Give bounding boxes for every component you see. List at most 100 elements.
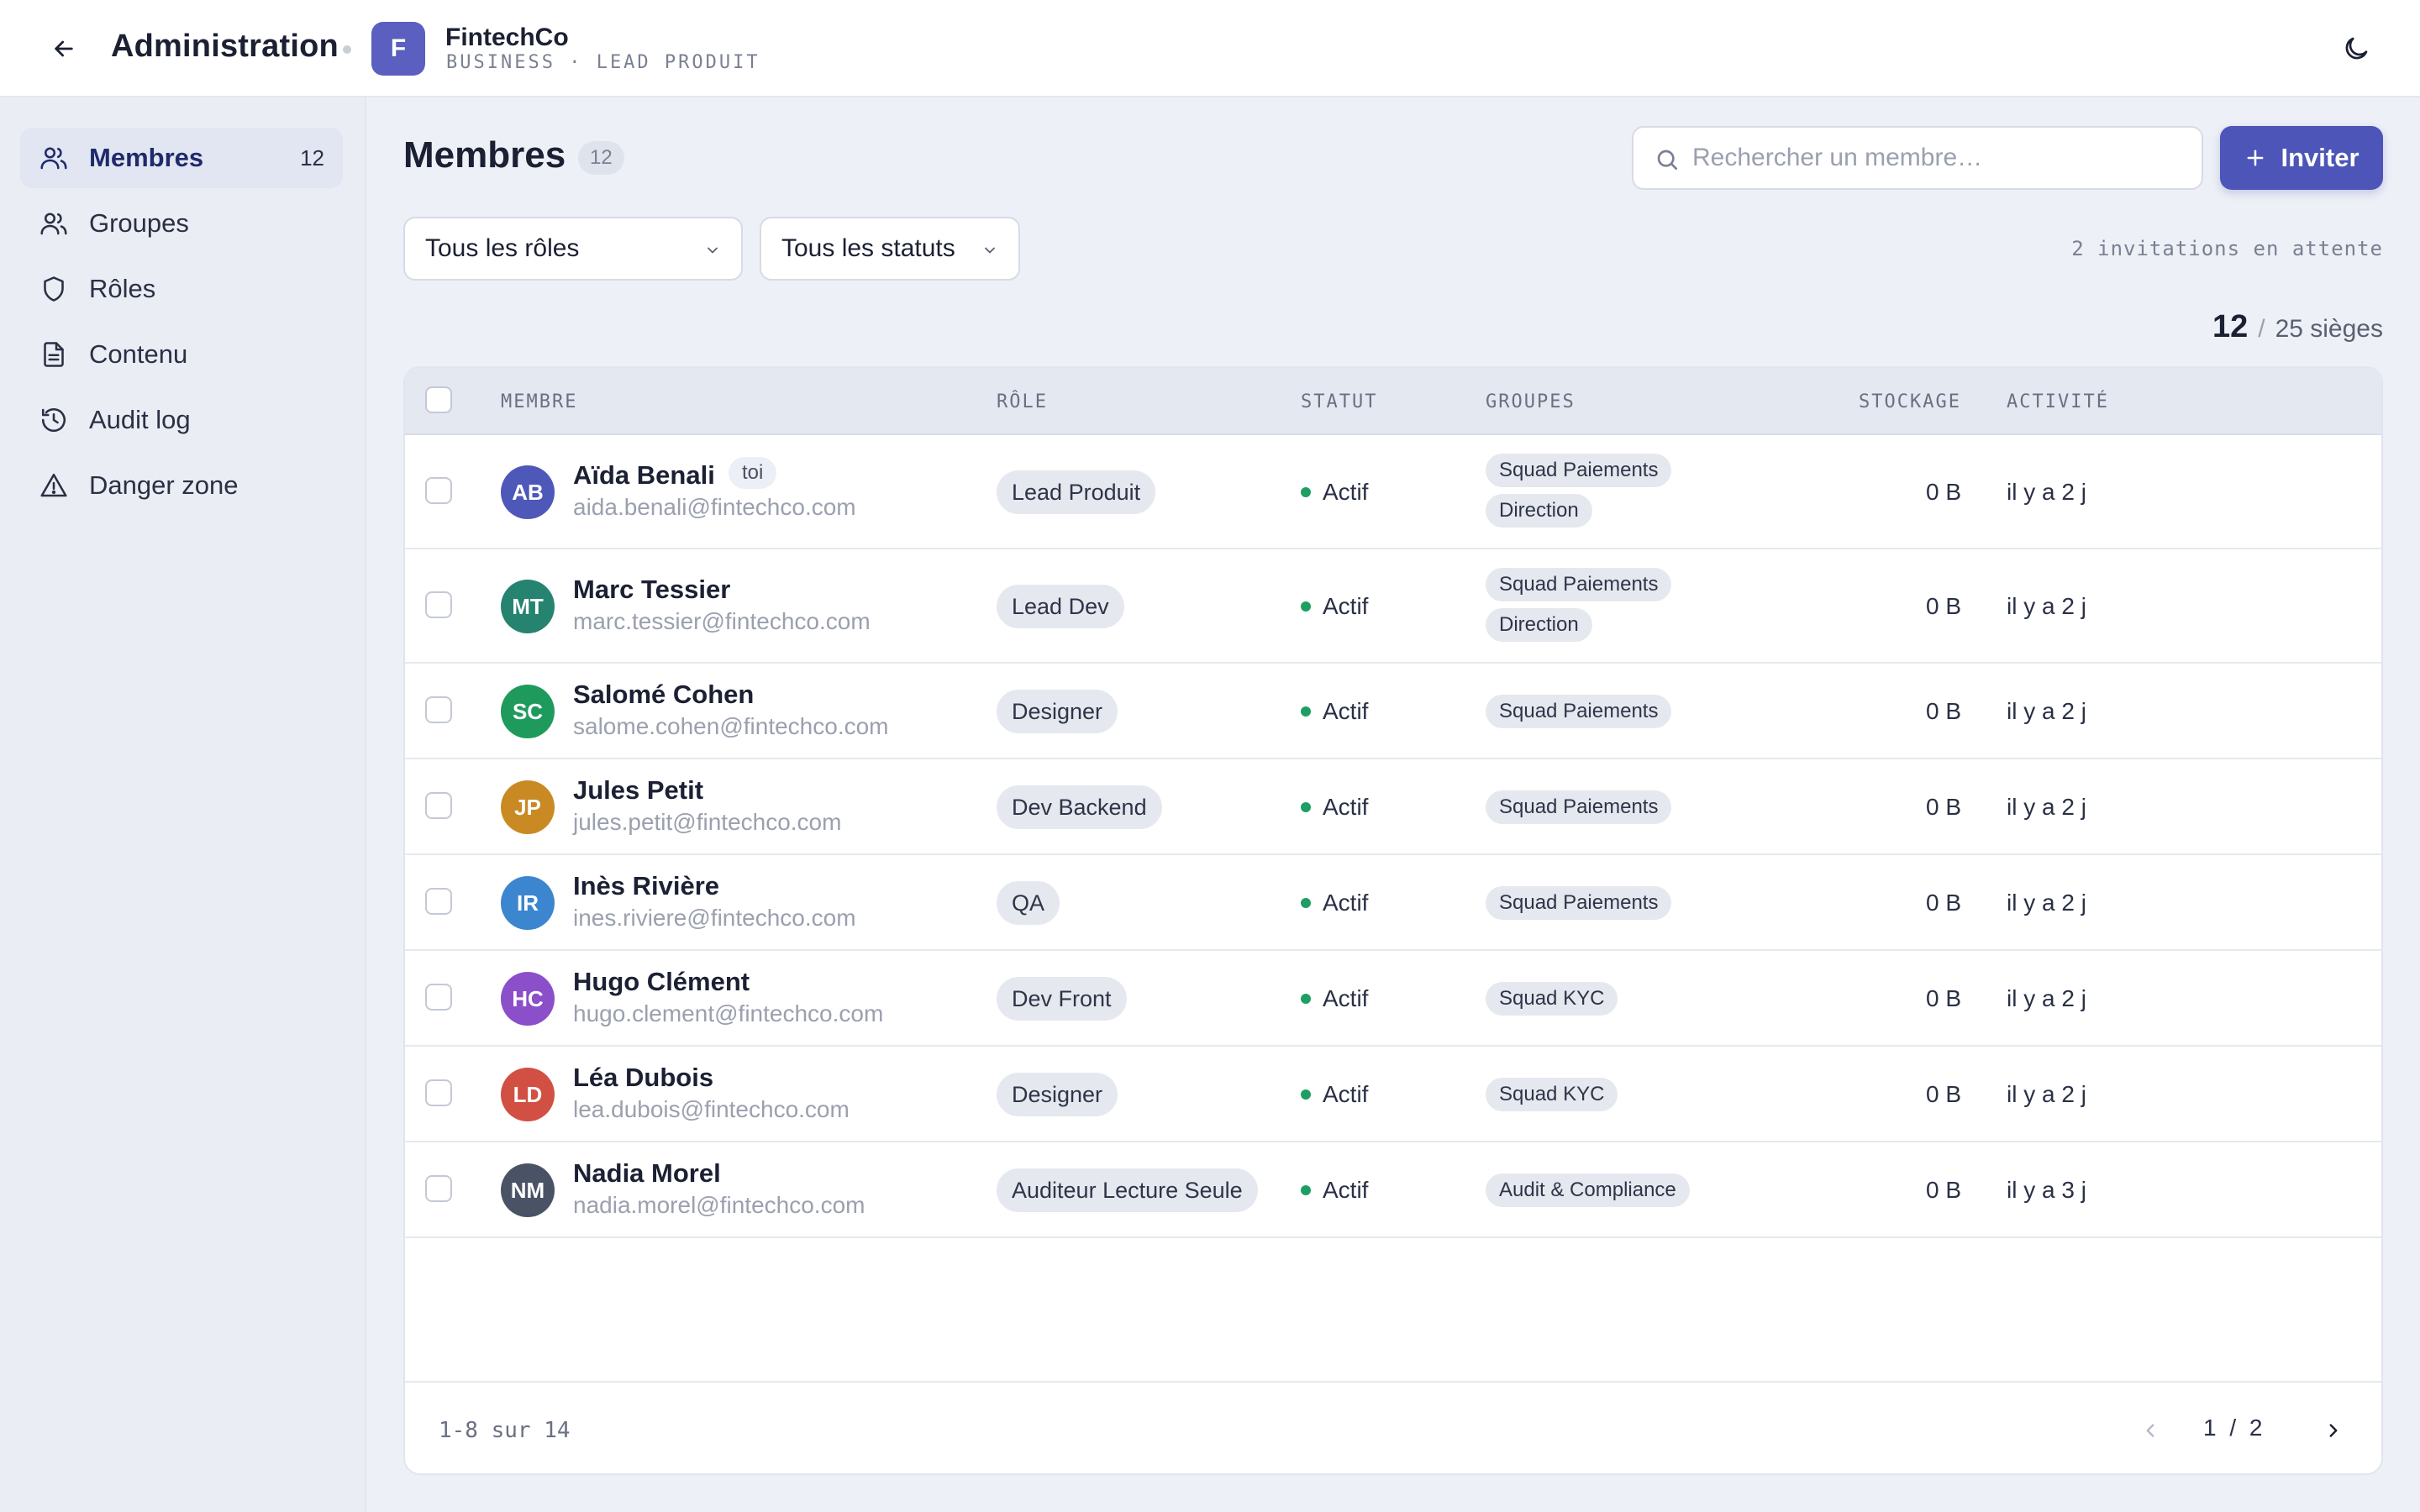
sidebar-item-roles[interactable]: Rôles xyxy=(20,259,343,319)
row-checkbox[interactable] xyxy=(425,696,452,723)
sidebar-item-label: Danger zone xyxy=(89,470,239,500)
members-count-badge: 12 xyxy=(578,141,624,175)
member-email: ines.riviere@fintechco.com xyxy=(573,905,856,931)
status-dot xyxy=(1301,1185,1311,1195)
status-badge: Actif xyxy=(1301,890,1368,916)
group-badge: Squad Paiements xyxy=(1486,568,1672,601)
group-badge: Audit & Compliance xyxy=(1486,1173,1690,1207)
member-name: Hugo Clément xyxy=(573,967,750,996)
status-filter-select[interactable]: Tous les statuts xyxy=(760,217,1020,281)
role-filter-select[interactable]: Tous les rôles xyxy=(403,217,743,281)
avatar: HC xyxy=(501,972,555,1026)
seats-used: 12 xyxy=(2212,309,2249,344)
members-table: MEMBRE RÔLE STATUT GROUPES STOCKAGE ACTI… xyxy=(403,366,2383,1475)
avatar: JP xyxy=(501,780,555,834)
sidebar-item-label: Contenu xyxy=(89,339,188,369)
status-dot xyxy=(1301,898,1311,908)
role-badge: Auditeur Lecture Seule xyxy=(997,1168,1258,1212)
column-header-statut[interactable]: STATUT xyxy=(1301,391,1378,412)
column-header-groupes[interactable]: GROUPES xyxy=(1486,391,1576,412)
row-checkbox[interactable] xyxy=(425,888,452,915)
status-dot xyxy=(1301,601,1311,612)
status-badge: Actif xyxy=(1301,985,1368,1012)
group-badge: Squad Paiements xyxy=(1486,454,1672,487)
status-badge: Actif xyxy=(1301,1081,1368,1108)
row-checkbox[interactable] xyxy=(425,1175,452,1202)
column-header-membre[interactable]: MEMBRE xyxy=(501,391,578,412)
member-email: lea.dubois@fintechco.com xyxy=(573,1096,850,1122)
group-badge: Squad KYC xyxy=(1486,1078,1618,1111)
column-header-activite[interactable]: ACTIVITÉ xyxy=(2007,391,2109,412)
org-name: FintechCo xyxy=(445,24,569,51)
row-checkbox[interactable] xyxy=(425,984,452,1011)
activity-value: il y a 3 j xyxy=(2007,1177,2086,1203)
sidebar-item-audit-log[interactable]: Audit log xyxy=(20,390,343,450)
sidebar: Membres 12 Groupes Rôles Contenu Audit l… xyxy=(0,97,366,1512)
next-page-chevron-right-icon[interactable] xyxy=(2319,1416,2348,1445)
sidebar-item-groupes[interactable]: Groupes xyxy=(20,193,343,254)
table-footer: 1-8 sur 14 1 / 2 xyxy=(405,1381,2381,1473)
row-checkbox[interactable] xyxy=(425,792,452,819)
avatar: NM xyxy=(501,1163,555,1217)
table-row[interactable]: SC Salomé Cohen salome.cohen@fintechco.com… xyxy=(405,664,2381,759)
table-row[interactable]: MT Marc Tessier marc.tessier@fintechco.com… xyxy=(405,549,2381,664)
sidebar-item-contenu[interactable]: Contenu xyxy=(20,324,343,385)
search-input[interactable] xyxy=(1692,139,2188,176)
avatar: SC xyxy=(501,685,555,738)
previous-page-chevron-left-icon[interactable] xyxy=(2136,1416,2165,1445)
back-arrow-icon[interactable] xyxy=(45,32,82,66)
row-checkbox[interactable] xyxy=(425,1079,452,1106)
group-icon xyxy=(40,213,67,235)
shield-icon xyxy=(44,276,64,302)
invite-button[interactable]: Inviter xyxy=(2220,126,2383,190)
select-all-checkbox[interactable] xyxy=(425,386,452,413)
member-name: Léa Dubois xyxy=(573,1063,714,1092)
pending-invitations[interactable]: 2 invitations en attente xyxy=(2071,237,2383,260)
activity-value: il y a 2 j xyxy=(2007,1081,2086,1107)
row-checkbox[interactable] xyxy=(425,477,452,504)
column-header-role[interactable]: RÔLE xyxy=(997,391,1048,412)
table-row[interactable]: NM Nadia Morel nadia.morel@fintechco.com Au… xyxy=(405,1142,2381,1238)
storage-value: 0 B xyxy=(1925,1081,1961,1107)
document-icon xyxy=(44,342,64,367)
storage-value: 0 B xyxy=(1925,794,1961,820)
sidebar-item-label: Membres xyxy=(89,143,204,172)
table-row[interactable]: LD Léa Dubois lea.dubois@fintechco.com Desi… xyxy=(405,1047,2381,1142)
member-email: marc.tessier@fintechco.com xyxy=(573,608,871,634)
sidebar-item-membres[interactable]: Membres 12 xyxy=(20,128,343,188)
column-header-stockage[interactable]: STOCKAGE xyxy=(1859,391,1961,412)
status-filter-value: Tous les statuts xyxy=(781,234,955,262)
seats-total: 25 sièges xyxy=(2275,315,2383,343)
page-header-title: Administration xyxy=(111,29,339,64)
table-row[interactable]: HC Hugo Clément hugo.clement@fintechco.com… xyxy=(405,951,2381,1047)
sidebar-item-label: Groupes xyxy=(89,208,189,238)
page-title: Membres xyxy=(403,134,566,176)
avatar: AB xyxy=(501,465,555,519)
member-email: salome.cohen@fintechco.com xyxy=(573,713,889,739)
role-badge: Dev Backend xyxy=(997,785,1162,829)
invite-label: Inviter xyxy=(2281,143,2360,172)
members-count: 12 xyxy=(300,144,324,171)
current-user-tag: toi xyxy=(729,457,777,489)
table-row[interactable]: IR Inès Rivière ines.riviere@fintechco.com… xyxy=(405,855,2381,951)
role-badge: QA xyxy=(997,881,1060,925)
status-badge: Actif xyxy=(1301,479,1368,506)
top-bar: Administration F FintechCo BUSINESS · LE… xyxy=(0,0,2420,97)
table-row[interactable]: AB Aïda Benali aida.benali@fintechco.com to… xyxy=(405,435,2381,549)
member-name: Nadia Morel xyxy=(573,1158,721,1188)
storage-value: 0 B xyxy=(1925,985,1961,1011)
status-dot xyxy=(1301,802,1311,812)
activity-value: il y a 2 j xyxy=(2007,698,2086,724)
sidebar-item-danger-zone[interactable]: Danger zone xyxy=(20,455,343,516)
status-label: Actif xyxy=(1323,593,1369,619)
status-label: Actif xyxy=(1323,794,1369,820)
status-badge: Actif xyxy=(1301,794,1368,821)
table-row[interactable]: JP Jules Petit jules.petit@fintechco.com De… xyxy=(405,759,2381,855)
role-badge: Lead Produit xyxy=(997,470,1156,514)
sidebar-item-label: Rôles xyxy=(89,274,156,303)
row-checkbox[interactable] xyxy=(425,591,452,618)
dark-mode-toggle-moon-icon[interactable] xyxy=(2336,29,2376,69)
group-badge: Direction xyxy=(1486,608,1592,642)
storage-value: 0 B xyxy=(1925,698,1961,724)
role-badge: Lead Dev xyxy=(997,585,1124,628)
